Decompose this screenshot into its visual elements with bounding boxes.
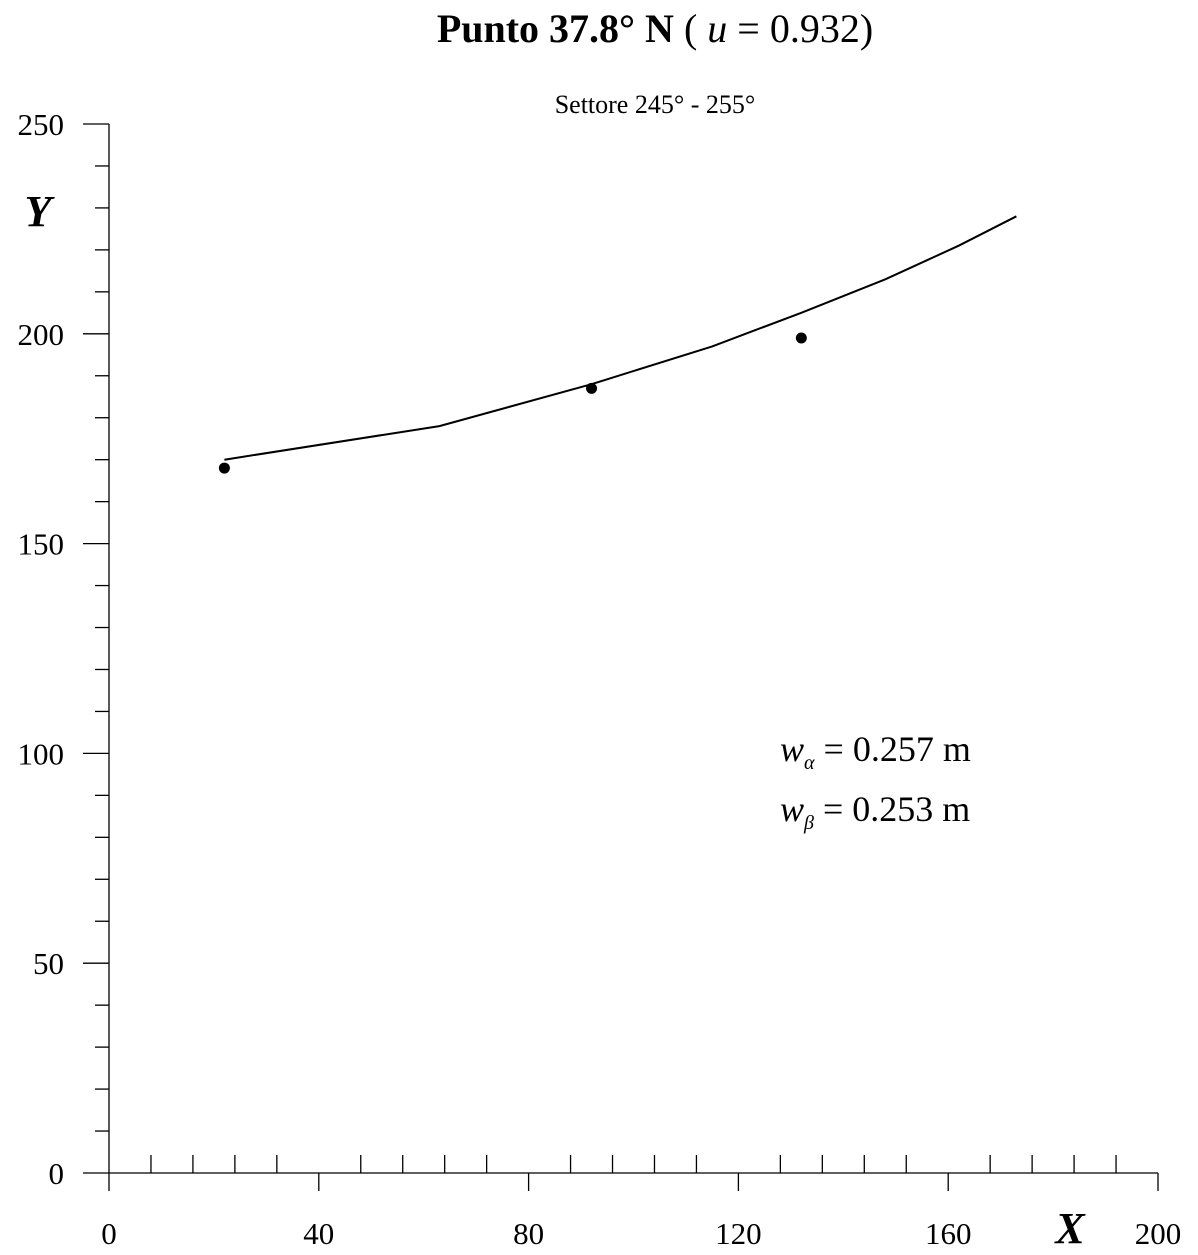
annotation-w-beta-sub: β	[803, 812, 814, 834]
annotation-w-beta: wβ = 0.253 m	[780, 789, 970, 834]
y-tick-label: 250	[18, 107, 65, 142]
x-tick-label: 200	[1135, 1216, 1182, 1251]
series-layer	[218, 215, 1017, 474]
y-tick-label: 50	[33, 946, 64, 981]
x-tick-label: 40	[303, 1216, 334, 1251]
model-curve-line	[224, 215, 1017, 461]
y-tick-label: 150	[18, 527, 65, 562]
chart-title: Punto 37.8° N ( u = 0.932)	[437, 6, 873, 51]
chart-title-prefix: Punto 37.8° N	[437, 6, 674, 51]
annotation-w-alpha-sub: α	[804, 752, 815, 774]
y-tick-label: 100	[18, 736, 65, 771]
observed-data-point	[795, 332, 807, 344]
x-axis-label: X	[1053, 1204, 1086, 1253]
y-axis-label: Y	[25, 187, 56, 236]
y-tick-label: 200	[18, 317, 65, 352]
y-tick-label: 0	[49, 1156, 65, 1191]
annotation-w-alpha: wα = 0.257 m	[780, 729, 971, 774]
annotation-w-beta-value: = 0.253 m	[814, 789, 970, 829]
chart-title-variable: u	[707, 6, 727, 51]
annotation-w-alpha-value: = 0.257 m	[815, 729, 971, 769]
observed-data-point	[218, 462, 230, 474]
x-tick-label: 120	[715, 1216, 762, 1251]
annotation-w-beta-var: w	[780, 789, 804, 829]
x-tick-label: 80	[513, 1216, 544, 1251]
chart-title-rest: = 0.932)	[727, 6, 873, 51]
observed-data-point	[586, 382, 598, 394]
axis-ticks	[83, 123, 1159, 1191]
chart-title-open: (	[674, 6, 707, 51]
annotation-w-alpha-var: w	[780, 729, 804, 769]
x-tick-label: 160	[925, 1216, 972, 1251]
x-tick-label: 0	[101, 1216, 117, 1251]
tick-labels: 0 40 80 120 160 200 0 50 100 150 200 250	[18, 107, 1182, 1251]
chart-subtitle: Settore 245° - 255°	[555, 90, 756, 119]
